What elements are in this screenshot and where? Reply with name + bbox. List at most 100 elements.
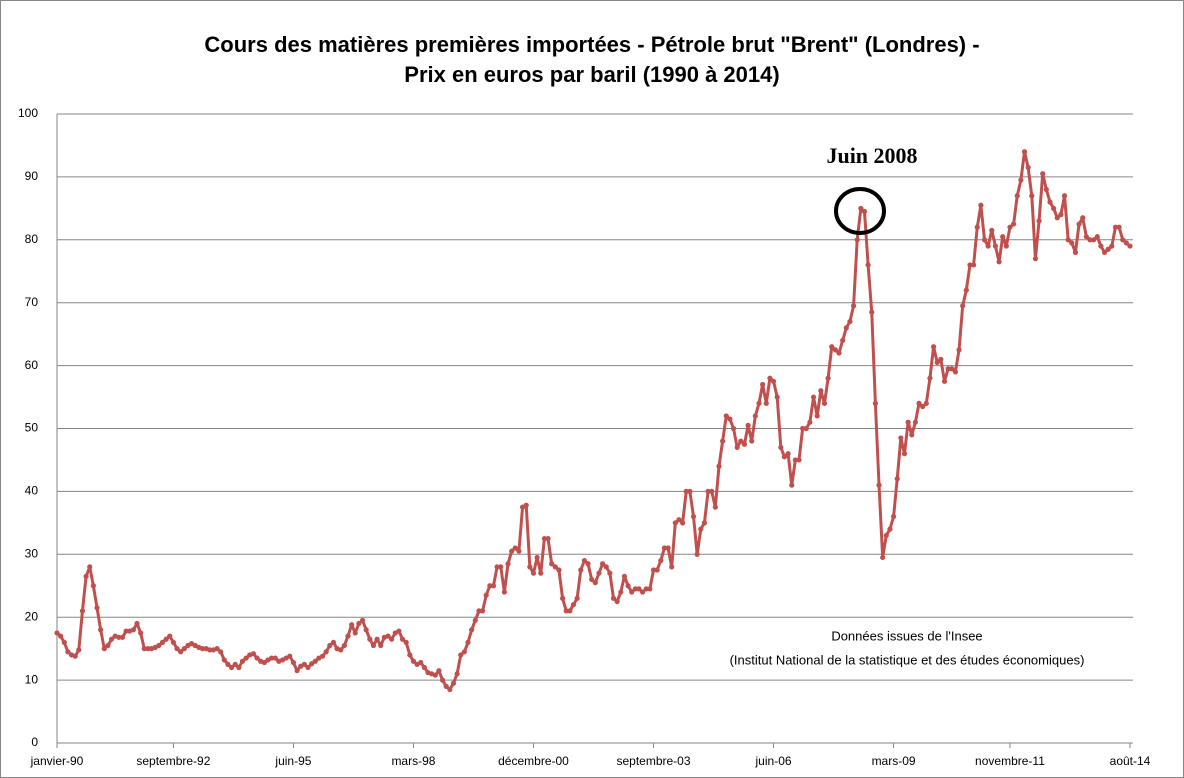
data-point bbox=[625, 583, 631, 589]
x-tick-label: novembre-11 bbox=[975, 754, 1045, 768]
data-point bbox=[898, 435, 904, 441]
data-point bbox=[887, 526, 893, 532]
data-point bbox=[687, 488, 693, 494]
y-tick-label: 0 bbox=[31, 735, 38, 749]
data-point bbox=[228, 664, 235, 671]
data-point bbox=[698, 526, 704, 532]
data-point bbox=[523, 502, 529, 508]
data-point bbox=[207, 647, 213, 653]
data-point bbox=[923, 400, 929, 406]
data-point bbox=[545, 535, 551, 542]
data-point bbox=[349, 622, 355, 628]
data-point bbox=[701, 520, 708, 526]
data-point bbox=[538, 570, 544, 576]
y-tick-label: 60 bbox=[25, 358, 39, 372]
data-point bbox=[101, 646, 107, 652]
data-point bbox=[319, 653, 326, 659]
y-tick-label: 70 bbox=[25, 295, 39, 309]
data-point bbox=[716, 463, 722, 469]
data-point bbox=[567, 608, 573, 614]
data-point bbox=[832, 347, 838, 353]
data-point bbox=[727, 416, 733, 422]
data-point bbox=[1083, 234, 1089, 240]
data-point bbox=[1036, 218, 1042, 224]
data-point bbox=[938, 356, 944, 362]
data-point bbox=[549, 561, 555, 567]
data-point bbox=[865, 262, 871, 268]
data-point bbox=[83, 573, 89, 579]
data-point bbox=[469, 627, 475, 633]
data-point bbox=[581, 557, 588, 564]
data-point bbox=[770, 378, 777, 384]
data-point bbox=[1116, 224, 1122, 230]
data-point bbox=[589, 576, 595, 583]
data-point bbox=[574, 595, 580, 601]
data-point bbox=[494, 564, 500, 570]
data-point bbox=[854, 237, 860, 243]
data-point bbox=[796, 457, 802, 463]
data-point bbox=[1025, 164, 1031, 171]
data-point bbox=[294, 668, 300, 674]
data-point bbox=[225, 661, 231, 667]
data-point bbox=[927, 375, 933, 381]
data-point bbox=[916, 400, 922, 406]
data-point bbox=[1047, 199, 1053, 205]
data-point bbox=[116, 634, 122, 640]
data-point bbox=[992, 243, 999, 249]
y-tick-label: 40 bbox=[25, 484, 39, 498]
data-point bbox=[76, 647, 82, 653]
data-point bbox=[1072, 249, 1079, 255]
data-point bbox=[1098, 243, 1104, 249]
data-point bbox=[934, 359, 940, 366]
y-tick-label: 80 bbox=[25, 232, 39, 246]
data-point bbox=[901, 451, 908, 457]
data-point bbox=[556, 567, 562, 573]
data-point bbox=[709, 488, 715, 494]
data-point bbox=[658, 557, 664, 564]
data-point bbox=[734, 444, 740, 450]
data-point bbox=[170, 639, 176, 645]
data-point bbox=[825, 375, 831, 381]
data-point bbox=[1127, 243, 1133, 249]
data-point bbox=[367, 636, 373, 642]
data-point bbox=[174, 646, 180, 652]
data-point bbox=[661, 545, 668, 551]
data-point bbox=[774, 394, 780, 400]
data-point bbox=[261, 659, 267, 666]
data-point bbox=[869, 309, 875, 315]
data-point bbox=[850, 303, 857, 309]
data-point bbox=[963, 287, 969, 293]
data-point bbox=[1120, 237, 1126, 243]
data-point bbox=[840, 337, 846, 344]
data-point bbox=[163, 636, 169, 642]
data-point bbox=[90, 583, 96, 589]
data-point bbox=[749, 438, 755, 444]
data-point bbox=[912, 419, 919, 425]
data-point bbox=[1003, 243, 1009, 249]
data-point bbox=[621, 573, 628, 579]
data-point bbox=[632, 586, 638, 592]
data-point bbox=[930, 344, 937, 350]
data-point bbox=[1058, 212, 1064, 218]
data-point bbox=[974, 224, 980, 230]
data-point bbox=[330, 639, 337, 645]
data-point bbox=[541, 535, 547, 542]
data-point bbox=[512, 545, 518, 551]
data-point bbox=[483, 592, 489, 598]
data-point bbox=[1094, 234, 1100, 240]
data-point bbox=[647, 586, 653, 592]
highlight-circle bbox=[834, 187, 886, 235]
data-point bbox=[967, 262, 973, 268]
data-point bbox=[421, 664, 427, 671]
data-point bbox=[836, 350, 842, 356]
data-point bbox=[501, 589, 507, 595]
data-point bbox=[167, 633, 173, 639]
y-tick-label: 90 bbox=[25, 169, 39, 183]
data-point bbox=[530, 570, 537, 576]
data-point bbox=[236, 664, 242, 671]
data-point bbox=[98, 627, 104, 633]
data-point bbox=[1076, 221, 1082, 227]
chart-title: Prix en euros par baril (1990 à 2014) bbox=[404, 62, 779, 87]
data-point bbox=[439, 677, 446, 683]
data-point bbox=[785, 451, 791, 457]
